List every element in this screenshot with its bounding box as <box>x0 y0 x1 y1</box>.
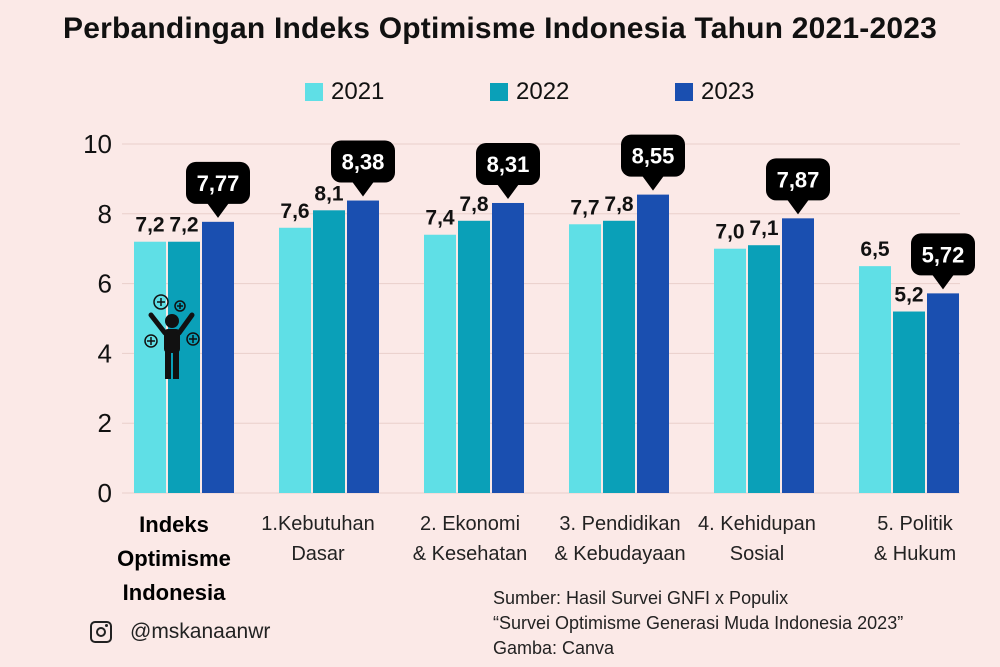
data-label: 5,72 <box>922 242 965 267</box>
bar <box>134 241 166 493</box>
bar <box>347 200 379 493</box>
category-label-line: Dasar <box>291 543 345 565</box>
category-label-line: Indeks <box>139 512 209 537</box>
legend-swatch-2023 <box>675 83 693 101</box>
source-line-1: Sumber: Hasil Survei GNFI x Populix <box>493 588 789 608</box>
data-label: 7,8 <box>459 193 489 216</box>
y-tick-label: 0 <box>98 478 112 508</box>
data-callout-pointer <box>642 175 664 191</box>
category-label-line: 4. Kehidupan <box>698 513 816 535</box>
bar <box>637 194 669 494</box>
bar <box>168 241 200 493</box>
chart-title: Perbandingan Indeks Optimisme Indonesia … <box>62 12 938 45</box>
bar <box>782 218 814 493</box>
data-label: 8,38 <box>342 150 385 175</box>
legend-label-2022: 2022 <box>516 78 570 105</box>
category-label-line: Optimisme <box>117 546 231 571</box>
category-label-line: Sosial <box>729 543 785 565</box>
data-label: 6,5 <box>860 238 890 261</box>
bar <box>492 202 524 493</box>
source-note: Sumber: Hasil Survei GNFI x Populix “Sur… <box>493 586 903 661</box>
category-label-line: & Kebudayaan <box>554 543 686 565</box>
data-label: 7,6 <box>280 200 309 223</box>
bar <box>313 210 345 493</box>
category-label-line: & Kesehatan <box>412 543 528 565</box>
handle-text: @mskanaanwr <box>130 620 271 643</box>
legend-swatch-2022 <box>490 83 508 101</box>
bar <box>893 311 925 493</box>
legend-item-2022: 2022 <box>490 78 569 106</box>
bar <box>458 220 490 493</box>
instagram-handle: @mskanaanwr <box>90 620 270 644</box>
bar <box>603 220 635 493</box>
y-tick-label: 8 <box>98 199 112 229</box>
y-tick-label: 10 <box>83 129 112 159</box>
category-label-line: 2. Ekonomi <box>419 513 521 535</box>
data-label: 5,2 <box>894 284 923 307</box>
y-tick-label: 4 <box>98 338 112 368</box>
data-label: 7,1 <box>749 217 779 240</box>
legend-item-2021: 2021 <box>305 78 384 106</box>
category-label: 4. Kehidupan Sosial <box>677 509 837 569</box>
data-callout-pointer <box>787 199 809 215</box>
data-callout <box>476 142 540 185</box>
data-label: 7,2 <box>135 214 164 237</box>
data-label: 7,77 <box>197 171 240 196</box>
data-label: 7,2 <box>169 214 198 237</box>
source-line-3: Gamba: Canva <box>493 638 615 658</box>
bar <box>927 293 959 493</box>
legend: 2021 2022 2023 <box>0 78 1000 114</box>
category-label: Indeks Optimisme Indonesia <box>94 508 254 610</box>
data-callout-pointer <box>932 274 954 290</box>
data-callout <box>621 134 685 177</box>
data-label: 8,1 <box>314 182 344 205</box>
category-label-line: & Hukum <box>873 543 957 565</box>
bar <box>279 227 311 493</box>
bar <box>748 245 780 493</box>
bar <box>202 221 234 493</box>
data-label: 7,8 <box>604 193 634 216</box>
category-label: 5. Politik & Hukum <box>835 509 995 569</box>
y-tick-label: 2 <box>98 408 112 438</box>
legend-swatch-2021 <box>305 83 323 101</box>
legend-label-2023: 2023 <box>701 78 755 105</box>
data-callout <box>331 140 395 183</box>
bar <box>424 234 456 494</box>
category-label-line: 3. Pendidikan <box>559 513 681 535</box>
data-label: 8,31 <box>487 152 530 177</box>
data-callout-pointer <box>497 183 519 199</box>
bar <box>859 266 891 493</box>
category-label-line: 1.Kebutuhan <box>261 513 375 535</box>
bar <box>569 224 601 493</box>
bar <box>714 248 746 493</box>
data-callout <box>766 158 830 201</box>
data-callout-pointer <box>207 202 229 218</box>
data-label: 7,0 <box>715 221 744 244</box>
y-tick-label: 6 <box>98 269 112 299</box>
source-line-2: “Survei Optimisme Generasi Muda Indonesi… <box>493 613 904 633</box>
person-icon <box>144 294 200 379</box>
data-callout <box>186 161 250 204</box>
data-callout-pointer <box>352 181 374 197</box>
instagram-icon <box>90 621 112 643</box>
data-label: 7,4 <box>425 207 455 230</box>
legend-label-2021: 2021 <box>331 78 385 105</box>
data-label: 7,7 <box>570 196 599 219</box>
data-label: 7,87 <box>777 167 820 192</box>
legend-item-2023: 2023 <box>675 78 754 106</box>
category-label: 1.Kebutuhan Dasar <box>238 509 398 569</box>
data-label: 8,55 <box>632 144 675 169</box>
category-label-line: Indonesia <box>122 580 226 605</box>
category-label-line: 5. Politik <box>877 513 953 535</box>
category-label: 3. Pendidikan & Kebudayaan <box>540 509 700 569</box>
category-label: 2. Ekonomi & Kesehatan <box>390 509 550 569</box>
data-callout <box>911 233 975 276</box>
